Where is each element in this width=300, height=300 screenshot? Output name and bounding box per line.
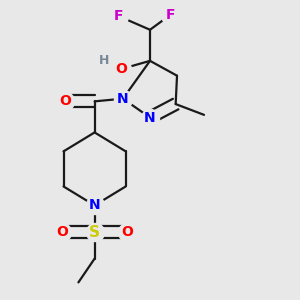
Text: O: O: [56, 225, 68, 239]
Text: N: N: [117, 92, 129, 106]
Text: O: O: [59, 94, 71, 108]
Text: O: O: [116, 62, 127, 76]
Text: F: F: [166, 8, 175, 22]
Text: F: F: [114, 9, 124, 23]
Text: N: N: [144, 111, 156, 124]
Text: H: H: [99, 54, 109, 67]
Text: O: O: [121, 225, 133, 239]
Text: S: S: [89, 225, 100, 240]
Text: N: N: [89, 198, 100, 212]
